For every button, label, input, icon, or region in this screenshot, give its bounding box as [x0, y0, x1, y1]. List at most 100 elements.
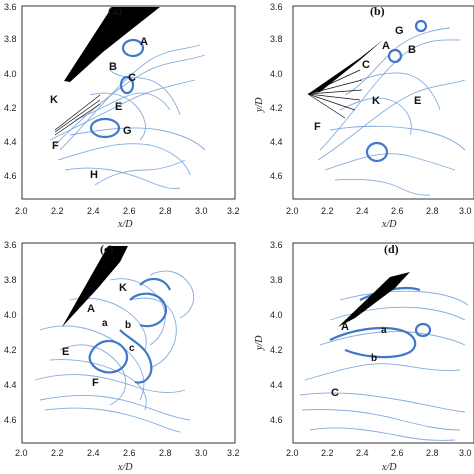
vortex-label-G: G	[395, 25, 404, 37]
vortex-label-K: K	[50, 94, 58, 106]
panel-c-xticks: 2.0 2.2 2.4 2.6 2.8 3.0 3.2	[15, 448, 240, 458]
vortex-label-c: c	[129, 343, 135, 354]
panel-a: (a) A B C K E G F H 3.6 3.8 4.0 4.2 4.4 …	[4, 2, 240, 230]
x-tick: 2.2	[51, 448, 64, 458]
panel-a-xticks: 2.0 2.2 2.4 2.6 2.8 3.0 3.2	[15, 206, 240, 216]
panel-b-vortex-cores	[365, 19, 428, 163]
vortex-label-H: H	[90, 169, 98, 181]
vortex-label-C: C	[331, 387, 339, 399]
vortex-label-B: B	[109, 61, 117, 73]
vortex-label-b: b	[125, 320, 131, 331]
panel-c-xlabel: x/D	[117, 462, 133, 473]
vortex-label-A: A	[341, 321, 349, 333]
y-tick: 4.0	[4, 310, 17, 320]
y-tick: 4.4	[270, 137, 283, 147]
vortex-label-C: C	[128, 72, 136, 84]
x-tick: 3.2	[227, 206, 240, 216]
x-tick: 2.4	[87, 206, 100, 216]
vortex-label-E: E	[414, 95, 421, 107]
vortex-label-C: C	[362, 59, 370, 71]
panel-b-vector-fan	[307, 69, 363, 119]
vortex-label-K: K	[372, 95, 380, 107]
vortex-label-A: A	[140, 36, 148, 48]
panel-a-obstacle	[64, 7, 160, 82]
panel-a-vortex-labels: A B C K E G F H	[50, 36, 148, 181]
vortex-label-G: G	[123, 125, 132, 137]
panel-c-streamlines	[34, 270, 194, 433]
x-tick: 2.0	[15, 448, 28, 458]
vortex-label-a: a	[102, 318, 108, 329]
vortex-label-E: E	[115, 101, 122, 113]
y-tick: 4.0	[270, 69, 283, 79]
panel-a-xlabel: x/D	[117, 219, 133, 230]
y-tick: 4.0	[4, 69, 17, 79]
x-tick: 2.0	[286, 448, 299, 458]
panel-d-frame	[292, 242, 474, 444]
y-tick: 4.6	[4, 415, 17, 425]
x-tick: 2.2	[321, 206, 334, 216]
y-tick: 3.6	[270, 240, 283, 250]
x-tick: 2.4	[356, 448, 369, 458]
panel-a-vortex-cores	[89, 38, 145, 139]
x-tick: 3.2	[227, 448, 240, 458]
x-tick: 2.4	[356, 206, 369, 216]
x-tick: 2.8	[426, 448, 439, 458]
panel-c-frame	[21, 242, 236, 444]
x-tick: 2.4	[87, 448, 100, 458]
y-tick: 3.8	[270, 275, 283, 285]
y-tick: 3.6	[270, 2, 283, 12]
x-tick: 3.0	[459, 448, 472, 458]
panel-d-streamlines	[299, 290, 469, 441]
y-tick: 4.2	[270, 345, 283, 355]
panel-c-label: (c)	[100, 242, 113, 256]
y-tick: 4.2	[270, 103, 283, 113]
x-tick: 3.0	[459, 206, 472, 216]
panel-d-obstacle	[338, 272, 410, 327]
panel-d-yticks: 3.6 3.8 4.0 4.2 4.4 4.6	[270, 240, 283, 425]
x-tick: 2.6	[123, 448, 136, 458]
y-tick: 4.4	[4, 137, 17, 147]
y-tick: 4.6	[270, 415, 283, 425]
x-tick: 2.8	[159, 448, 172, 458]
panel-d-xlabel: x/D	[381, 462, 397, 473]
vortex-label-B: B	[408, 44, 416, 56]
y-tick: 4.4	[4, 380, 17, 390]
panel-c-yticks: 3.6 3.8 4.0 4.2 4.4 4.6	[4, 240, 17, 425]
panel-a-vector-fan	[54, 94, 101, 136]
vortex-label-F: F	[314, 121, 321, 133]
y-tick: 4.2	[4, 345, 17, 355]
x-tick: 2.0	[15, 206, 28, 216]
vortex-label-F: F	[52, 140, 59, 152]
y-tick: 3.6	[4, 240, 17, 250]
panel-b-label: (b)	[370, 4, 385, 18]
y-tick: 3.6	[4, 2, 17, 12]
x-tick: 3.0	[195, 206, 208, 216]
panel-c-obstacle	[62, 246, 128, 327]
x-tick: 2.0	[286, 206, 299, 216]
panel-a-streamlines	[49, 44, 206, 189]
vortex-label-A: A	[87, 303, 95, 315]
panel-a-label: (a)	[108, 4, 122, 18]
x-tick: 2.6	[123, 206, 136, 216]
panel-b-ylabel: y/D	[254, 97, 265, 113]
panel-b-yticks: 3.6 3.8 4.0 4.2 4.4 4.6	[270, 2, 283, 181]
vortex-label-A: A	[382, 40, 390, 52]
panel-b-vortex-labels: G A B C K E F	[314, 25, 421, 133]
y-tick: 4.4	[270, 380, 283, 390]
panel-a-yticks: 3.6 3.8 4.0 4.2 4.4 4.6	[4, 2, 17, 181]
x-tick: 2.6	[391, 206, 404, 216]
y-tick: 3.8	[270, 34, 283, 44]
y-tick: 3.8	[4, 275, 17, 285]
panel-b-obstacle	[308, 40, 383, 94]
y-tick: 4.2	[4, 103, 17, 113]
panel-d: (d) A a b C 3.6 3.8 4.0 4.2 4.4 4.6 2.0 …	[254, 240, 474, 473]
panel-d-vortex-labels: A a b C	[331, 321, 387, 399]
panel-a-frame	[21, 5, 236, 200]
vortex-label-K: K	[119, 282, 127, 294]
panel-b-xticks: 2.0 2.2 2.4 2.6 2.8 3.0	[286, 206, 472, 216]
x-tick: 2.2	[51, 206, 64, 216]
y-tick: 4.6	[270, 171, 283, 181]
x-tick: 2.2	[321, 448, 334, 458]
vortex-label-F: F	[92, 377, 99, 389]
